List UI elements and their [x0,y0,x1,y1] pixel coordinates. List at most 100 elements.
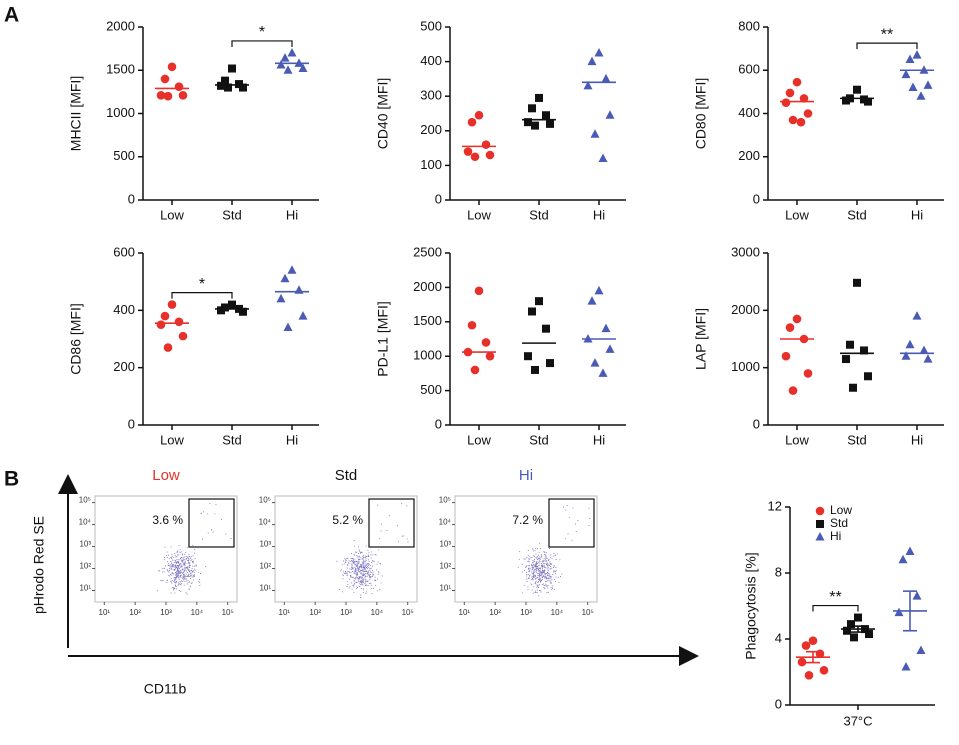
y-axis-label: MHCII [MFI] [68,76,84,151]
data-point [803,369,813,378]
x-tick-label: Std [529,207,549,222]
y-tick-label: 500 [420,18,442,33]
data-point [598,153,608,162]
data-point [843,626,851,635]
x-tick-label: 10³ [160,608,172,617]
data-point [796,117,806,127]
data-point [850,633,858,642]
data-point [528,307,536,316]
data-point [542,324,550,333]
y-tick-label: 100 [420,157,442,172]
flow-frame [94,495,238,603]
data-point [860,346,868,355]
panel-label: B [4,468,19,491]
x-tick-label: Low [160,432,184,447]
data-point [801,641,811,650]
data-point [788,386,798,395]
gate [548,498,595,548]
y-tick-label: 0 [435,191,442,206]
gate [188,498,235,548]
data-point [280,53,290,62]
x-tick-label: 10² [129,608,141,617]
y-tick-label: 1500 [106,62,135,77]
data-point [792,77,802,87]
data-point [470,152,480,162]
y-tick-label: 10² [79,562,91,571]
data-point [485,351,495,361]
x-tick-label: Hi [911,207,923,222]
data-point [298,63,308,73]
data-point [865,630,873,639]
data-point [785,88,795,98]
legend-marker [815,532,825,541]
gate-label: 7.2 % [512,513,543,527]
data-point [901,69,911,79]
data-point [524,352,532,361]
data-point [542,111,550,120]
data-point [842,355,850,364]
x-tick-label: Std [847,432,867,447]
x-tick-label: 10⁵ [582,608,594,617]
y-tick-label: 10⁵ [439,496,451,505]
y-tick-label: 10¹ [79,584,91,593]
flow-title: Hi [519,467,533,484]
panel-label: A [4,4,19,27]
y-tick-label: 600 [113,244,135,259]
data-point [531,365,539,374]
data-point [590,129,600,138]
y-tick-label: 10² [439,562,451,571]
significance-label: * [199,276,205,293]
data-point [524,118,532,127]
data-point [167,62,177,72]
y-tick-label: 2000 [413,279,442,294]
flow-title: Std [335,467,358,484]
data-point [781,98,791,107]
data-point [842,96,850,105]
data-point [853,278,861,287]
y-tick-label: 10³ [79,540,91,549]
data-point [239,307,247,316]
y-tick-label: 10³ [259,540,271,549]
data-point [797,657,807,667]
data-point [228,300,236,309]
data-point [587,56,597,66]
x-tick-label: Hi [286,432,298,447]
data-point [280,273,290,283]
data-point [178,91,188,100]
significance-label: ** [829,589,841,606]
y-tick-label: 10⁴ [259,518,272,527]
y-tick-label: 10⁵ [259,496,271,505]
y-tick-label: 400 [420,53,442,68]
flow-frame [274,495,418,603]
y-tick-label: 2500 [413,244,442,259]
event-cloud [157,503,232,595]
data-point [788,115,798,125]
data-point [474,286,484,296]
significance-label: ** [881,26,893,43]
y-tick-label: 300 [420,88,442,103]
data-point [276,293,286,303]
x-tick-label: 10¹ [99,608,111,617]
data-point [287,47,297,57]
y-tick-label: 10⁴ [439,518,452,527]
data-point [601,323,611,333]
data-point [156,320,166,329]
y-tick-label: 400 [113,302,135,317]
x-axis-label: 37°C [843,713,872,728]
y-tick-label: 0 [753,191,760,206]
data-point [470,365,480,375]
data-point [864,372,872,381]
data-point [160,311,170,321]
data-point [605,344,615,353]
data-point [908,82,918,92]
data-point [546,359,554,368]
data-point [590,358,600,367]
data-point [594,285,604,295]
x-tick-label: Low [467,432,491,447]
x-tick-label: 10² [489,608,501,617]
x-tick-label: 10¹ [459,608,471,617]
data-point [912,311,922,320]
data-point [298,311,308,320]
data-point [163,91,173,101]
x-tick-label: 10³ [520,608,532,617]
